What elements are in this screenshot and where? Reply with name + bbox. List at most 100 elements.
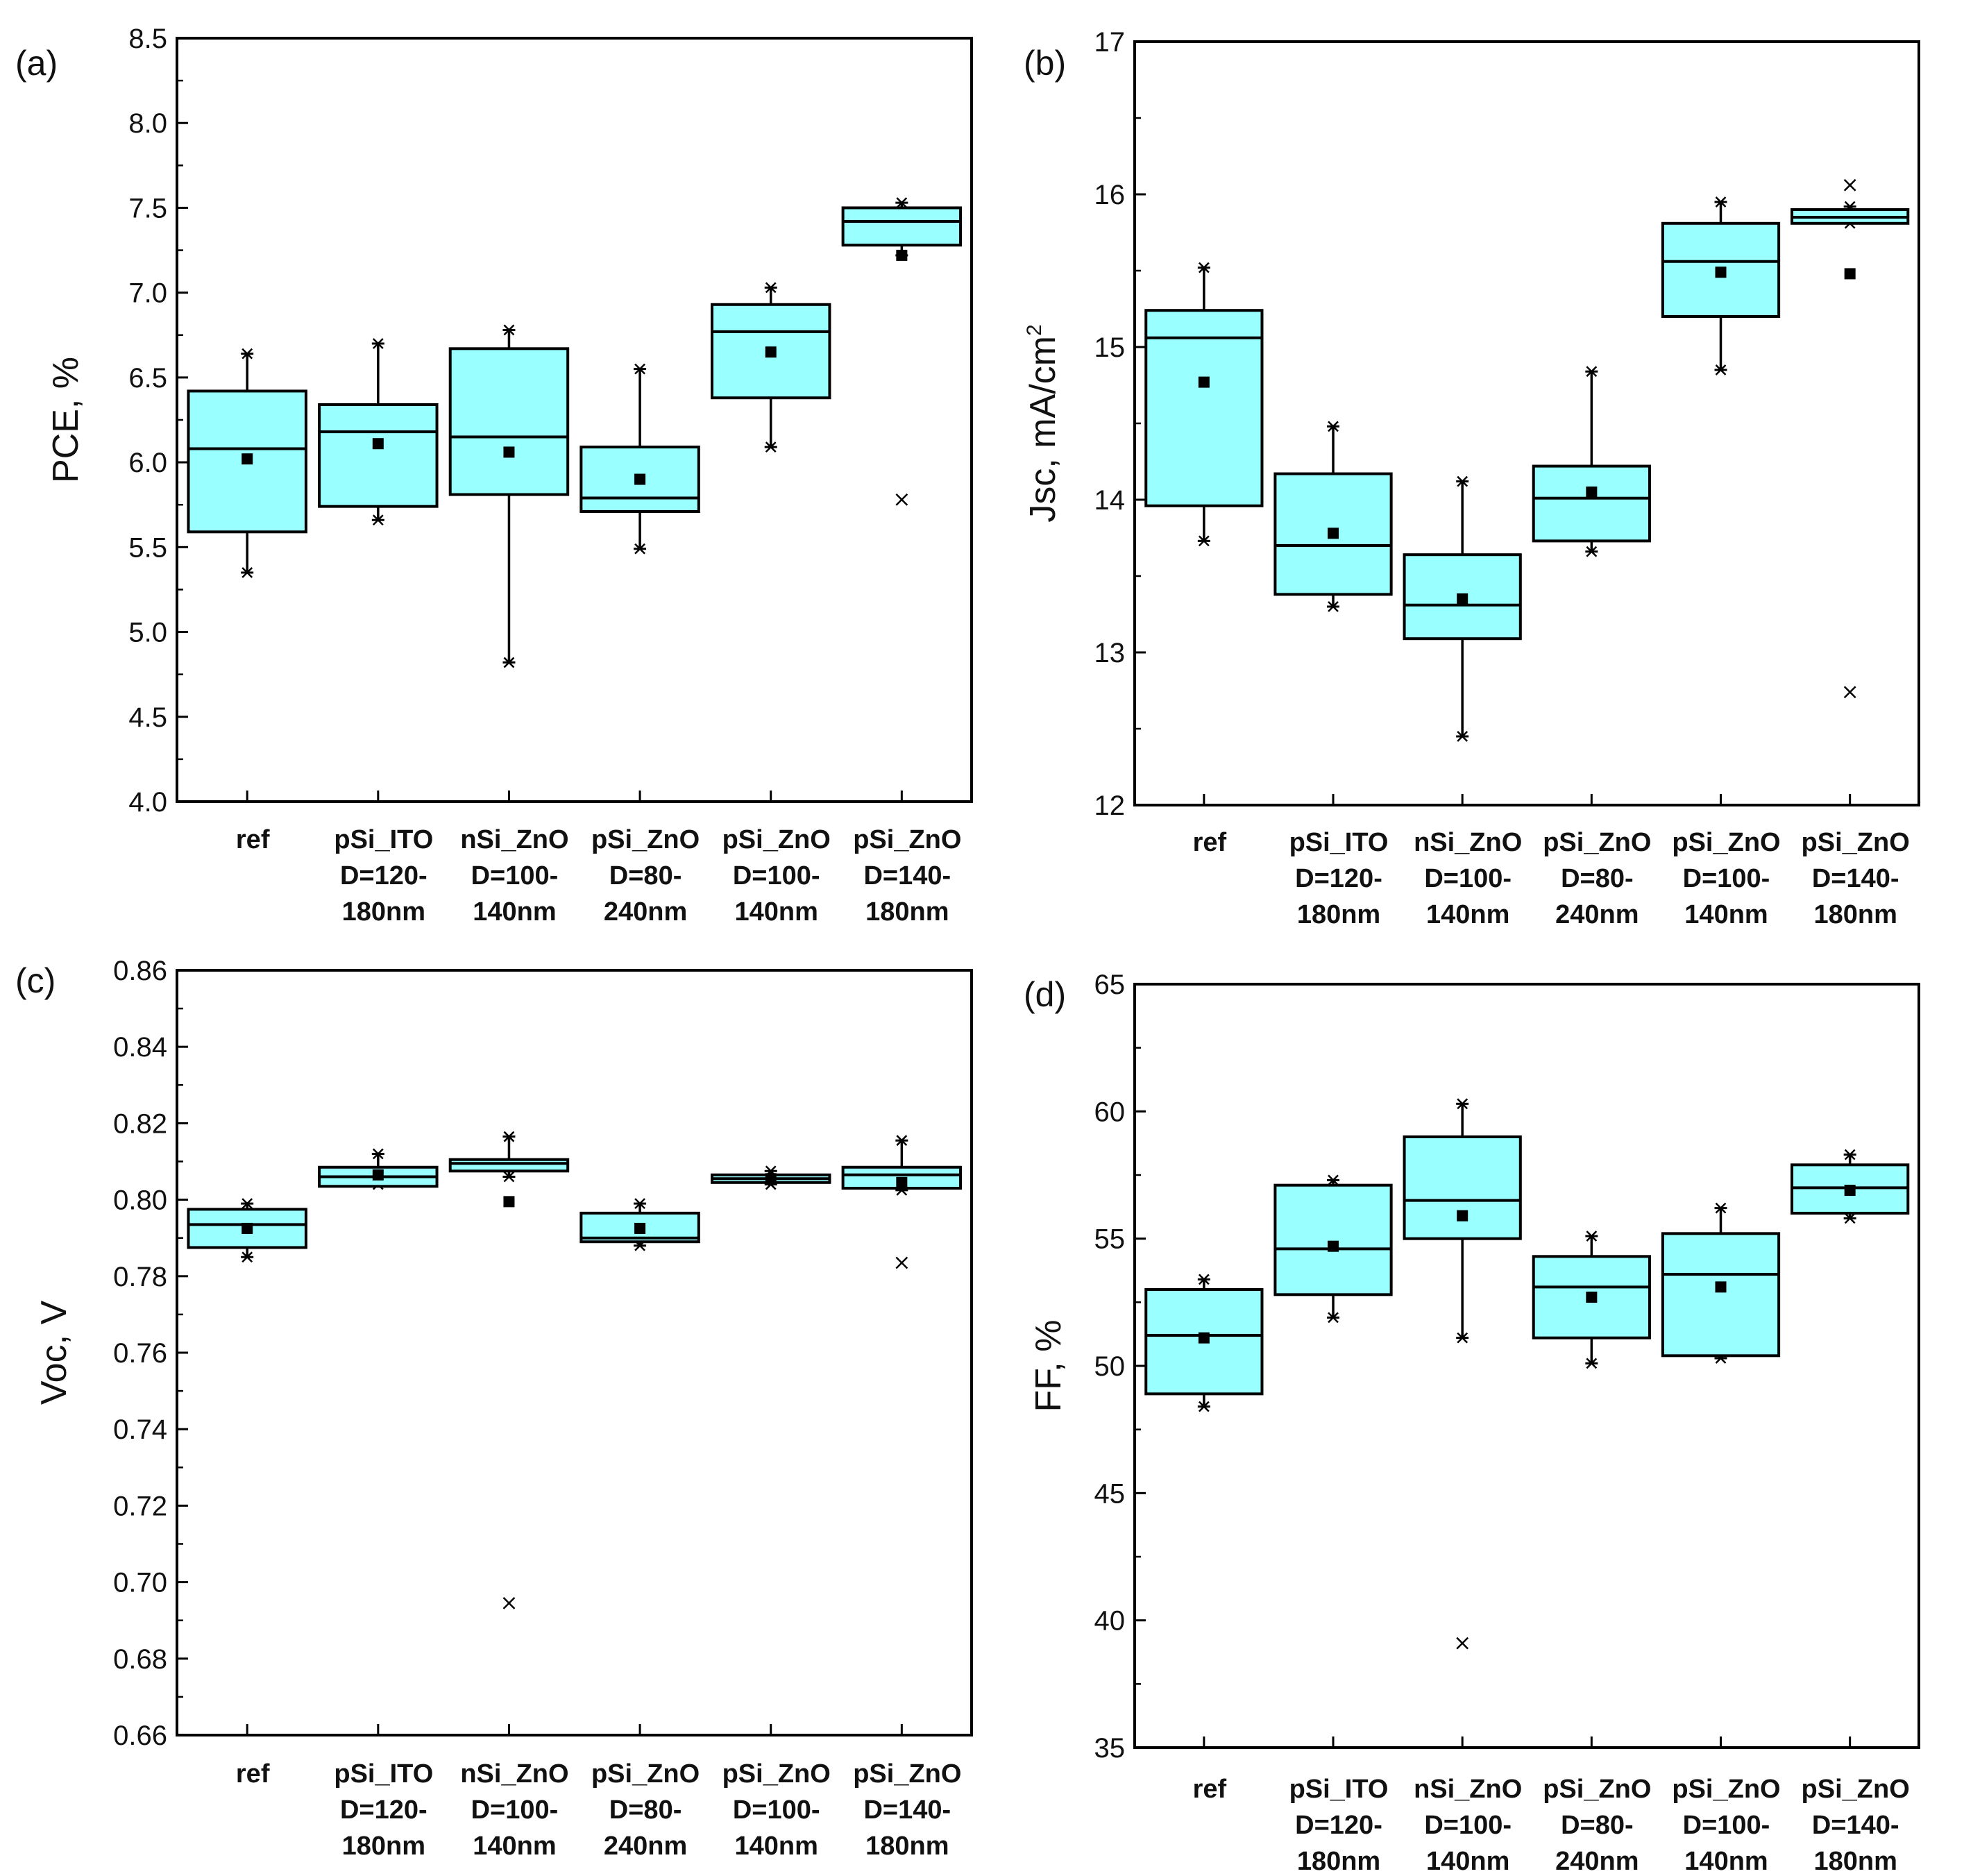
y-tick-label: 0.80	[113, 1185, 167, 1216]
category-label: pSi_ZnO	[853, 825, 961, 854]
category-label: 140nm	[735, 1832, 818, 1861]
min-marker	[503, 657, 515, 668]
category-label: pSi_ZnO	[591, 825, 700, 854]
outlier-marker	[1843, 178, 1856, 192]
panel-d-ff: 35 40 45 50 55 60 65 FF, % (d) ref pSi_ITO D=120- 18…	[1024, 970, 1920, 1876]
y-tick-label: 0.76	[113, 1338, 167, 1369]
category-label: pSi_ITO	[334, 1759, 433, 1789]
panel-b-jsc: 12 13 14 15 16 17 Jsc, mA/cm2 (b) ref pSi_ITO D=12…	[1023, 27, 1920, 929]
max-marker	[1586, 1231, 1598, 1242]
y-tick-label: 0.78	[113, 1262, 167, 1292]
y-tick-label: 8.5	[128, 24, 167, 54]
y-tick-label: 0.82	[113, 1108, 167, 1139]
mean-marker	[896, 249, 908, 261]
mean-marker	[1715, 1281, 1727, 1293]
box	[1532, 464, 1651, 543]
category-label: D=100-	[471, 1795, 559, 1825]
max-marker	[1198, 1274, 1210, 1285]
category-label: D=140-	[863, 861, 951, 890]
max-marker	[242, 348, 253, 360]
max-marker	[1198, 262, 1210, 273]
y-axis-label: Jsc, mA/cm2	[1023, 324, 1063, 522]
category-label: D=100-	[1683, 864, 1770, 893]
mean-marker	[242, 1222, 253, 1234]
category-label: 180nm	[1297, 1847, 1380, 1876]
y-tick-label: 17	[1094, 27, 1126, 58]
mean-marker	[634, 1222, 646, 1234]
panel-label: (c)	[15, 961, 56, 1000]
category-label: ref	[1193, 1775, 1227, 1804]
category-label: 140nm	[1426, 1847, 1509, 1876]
max-marker	[242, 1198, 253, 1209]
category-label: D=100-	[1683, 1811, 1770, 1840]
y-axis-label: FF, %	[1028, 1320, 1069, 1412]
min-marker	[1328, 1312, 1339, 1324]
max-marker	[1328, 1174, 1339, 1186]
category-label: nSi_ZnO	[1414, 1775, 1522, 1804]
outlier-marker	[895, 493, 908, 506]
category-label: pSi_ZnO	[1543, 1775, 1651, 1804]
mean-marker	[1586, 1292, 1598, 1303]
y-tick-label: 16	[1094, 180, 1126, 210]
outlier-marker	[502, 1597, 516, 1609]
category-label: D=140-	[863, 1795, 951, 1825]
min-marker	[765, 441, 777, 453]
max-marker	[896, 197, 908, 208]
outlier-marker	[1843, 686, 1856, 699]
mean-marker	[1198, 1332, 1210, 1344]
y-tick-label: 0.66	[113, 1721, 167, 1751]
mean-marker	[634, 473, 646, 485]
min-marker	[503, 1171, 515, 1183]
max-marker	[503, 324, 515, 336]
min-marker	[242, 567, 253, 578]
min-marker	[1457, 1332, 1468, 1344]
mean-marker	[372, 438, 384, 450]
mean-marker	[242, 453, 253, 465]
category-label: ref	[236, 825, 270, 854]
category-label: D=100-	[733, 1795, 820, 1825]
category-label: pSi_ITO	[334, 825, 433, 854]
mean-marker	[1198, 376, 1210, 388]
category-label: 140nm	[735, 897, 818, 927]
max-marker	[372, 1148, 384, 1160]
min-marker	[1328, 601, 1339, 612]
mean-marker	[372, 1169, 384, 1181]
category-label: ref	[236, 1759, 270, 1789]
y-tick-label: 0.86	[113, 956, 167, 986]
mean-marker	[1586, 487, 1598, 498]
max-marker	[765, 282, 777, 294]
category-label: pSi_ZnO	[1672, 1775, 1780, 1804]
category-label: 180nm	[342, 1832, 425, 1861]
y-tick-label: 14	[1094, 485, 1126, 516]
category-label: pSi_ZnO	[1802, 1775, 1910, 1804]
max-marker	[1457, 475, 1468, 487]
y-tick-label: 60	[1094, 1097, 1126, 1127]
category-label: D=80-	[1561, 864, 1634, 893]
max-marker	[1844, 1149, 1856, 1160]
category-label: pSi_ZnO	[853, 1759, 961, 1789]
mean-marker	[1457, 1210, 1468, 1222]
y-axis-label: PCE, %	[46, 357, 86, 483]
box	[448, 1158, 570, 1173]
max-marker	[503, 1131, 515, 1142]
y-tick-label: 0.74	[113, 1414, 167, 1445]
box	[841, 206, 963, 247]
category-label: pSi_ITO	[1289, 828, 1389, 857]
min-marker	[1715, 364, 1727, 375]
y-tick-label: 7.0	[128, 278, 167, 309]
panel-c-voc: 0.66 0.68 0.70 0.72 0.74 0.76 0.78 0.80 0.82 0.84…	[15, 956, 973, 1861]
min-marker	[372, 514, 384, 526]
panel-label: (b)	[1024, 44, 1066, 83]
panel-label: (a)	[15, 44, 58, 83]
min-marker	[1586, 1358, 1598, 1369]
category-label: 140nm	[1684, 900, 1768, 929]
y-tick-label: 4.0	[128, 787, 167, 818]
category-label: 180nm	[1297, 900, 1380, 929]
category-label: D=80-	[1561, 1811, 1634, 1840]
y-tick-label: 55	[1094, 1224, 1126, 1255]
category-label: 240nm	[1555, 1847, 1639, 1876]
y-tick-label: 45	[1094, 1478, 1126, 1509]
y-tick-label: 8.0	[128, 108, 167, 139]
max-marker	[372, 338, 384, 349]
